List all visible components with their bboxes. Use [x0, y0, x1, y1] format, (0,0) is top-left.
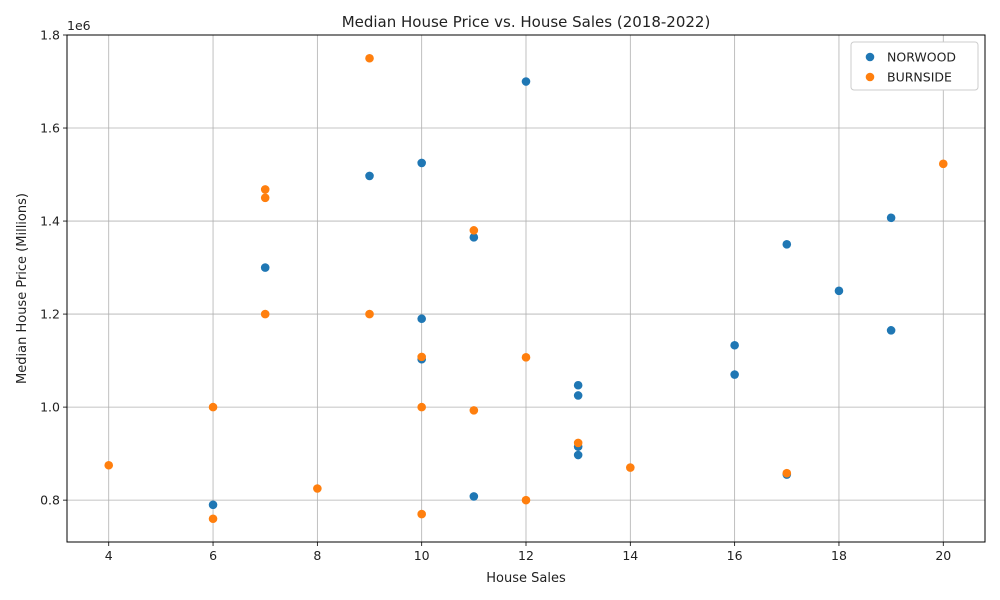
data-point-burnside — [365, 53, 374, 63]
data-point-burnside — [417, 509, 426, 519]
data-point-norwood — [521, 77, 531, 86]
data-point-burnside — [626, 463, 635, 472]
data-point-burnside — [104, 460, 114, 470]
data-point-burnside — [573, 438, 583, 448]
y-tick-label: 1.8 — [40, 28, 60, 43]
legend-marker — [865, 52, 875, 62]
y-tick-label: 0.8 — [40, 493, 60, 508]
legend-marker — [865, 72, 875, 82]
legend-entry: BURNSIDE — [887, 70, 952, 85]
data-point-norwood — [417, 314, 426, 324]
data-point-norwood — [886, 213, 896, 223]
data-point-norwood — [573, 380, 583, 390]
x-tick-label: 10 — [414, 548, 430, 563]
data-point-norwood — [469, 492, 479, 501]
x-axis-label: House Sales — [486, 571, 566, 586]
data-point-burnside — [521, 495, 531, 505]
data-point-norwood — [730, 370, 739, 379]
legend-frame — [850, 41, 979, 91]
x-tick-label: 20 — [935, 548, 951, 563]
data-point-norwood — [834, 286, 844, 296]
data-point-burnside — [417, 352, 426, 362]
data-point-norwood — [573, 391, 583, 400]
data-point-burnside — [313, 484, 322, 493]
data-point-norwood — [260, 263, 270, 272]
y-axis-label: Median House Price (Millions) — [15, 193, 30, 384]
data-point-burnside — [260, 193, 270, 203]
data-point-norwood — [886, 326, 896, 335]
data-point-burnside — [260, 309, 270, 319]
y-tick-label: 1.2 — [40, 307, 60, 322]
data-point-burnside — [521, 353, 531, 362]
data-point-norwood — [782, 240, 792, 249]
x-tick-label: 6 — [209, 548, 217, 563]
data-point-norwood — [469, 233, 479, 242]
y-tick-label: 1.0 — [40, 400, 60, 415]
data-point-norwood — [208, 500, 218, 510]
data-point-burnside — [469, 406, 479, 415]
data-point-burnside — [782, 468, 792, 478]
x-tick-label: 18 — [831, 548, 847, 563]
data-point-norwood — [730, 340, 739, 350]
legend-entry: NORWOOD — [887, 50, 956, 65]
data-point-burnside — [260, 185, 270, 194]
y-tick-label: 1.6 — [40, 121, 60, 136]
data-point-norwood — [365, 171, 374, 181]
data-point-burnside — [208, 402, 218, 412]
data-points — [104, 53, 948, 524]
x-tick-label: 4 — [105, 548, 113, 563]
x-tick-label: 16 — [727, 548, 743, 563]
y-axis-offset-text: 1e6 — [67, 18, 91, 33]
axis-ticks: 4 6 8 10 12 14 16 18 20 0.8 1.0 1.2 1.4 1.6 1.8 — [40, 28, 951, 564]
legend: NORWOOD BURNSIDE — [850, 41, 979, 91]
chart-title: Median House Price vs. House Sales (2018… — [342, 13, 711, 31]
data-point-burnside — [417, 402, 426, 412]
x-tick-label: 12 — [518, 548, 534, 563]
data-point-burnside — [469, 226, 479, 235]
data-point-burnside — [365, 309, 374, 319]
data-point-burnside — [208, 514, 218, 524]
x-tick-label: 8 — [313, 548, 321, 563]
grid — [67, 34, 985, 542]
data-point-norwood — [417, 158, 426, 168]
y-tick-label: 1.4 — [40, 214, 60, 229]
data-point-burnside — [938, 159, 948, 169]
x-tick-label: 14 — [622, 548, 638, 563]
data-point-norwood — [573, 450, 583, 460]
